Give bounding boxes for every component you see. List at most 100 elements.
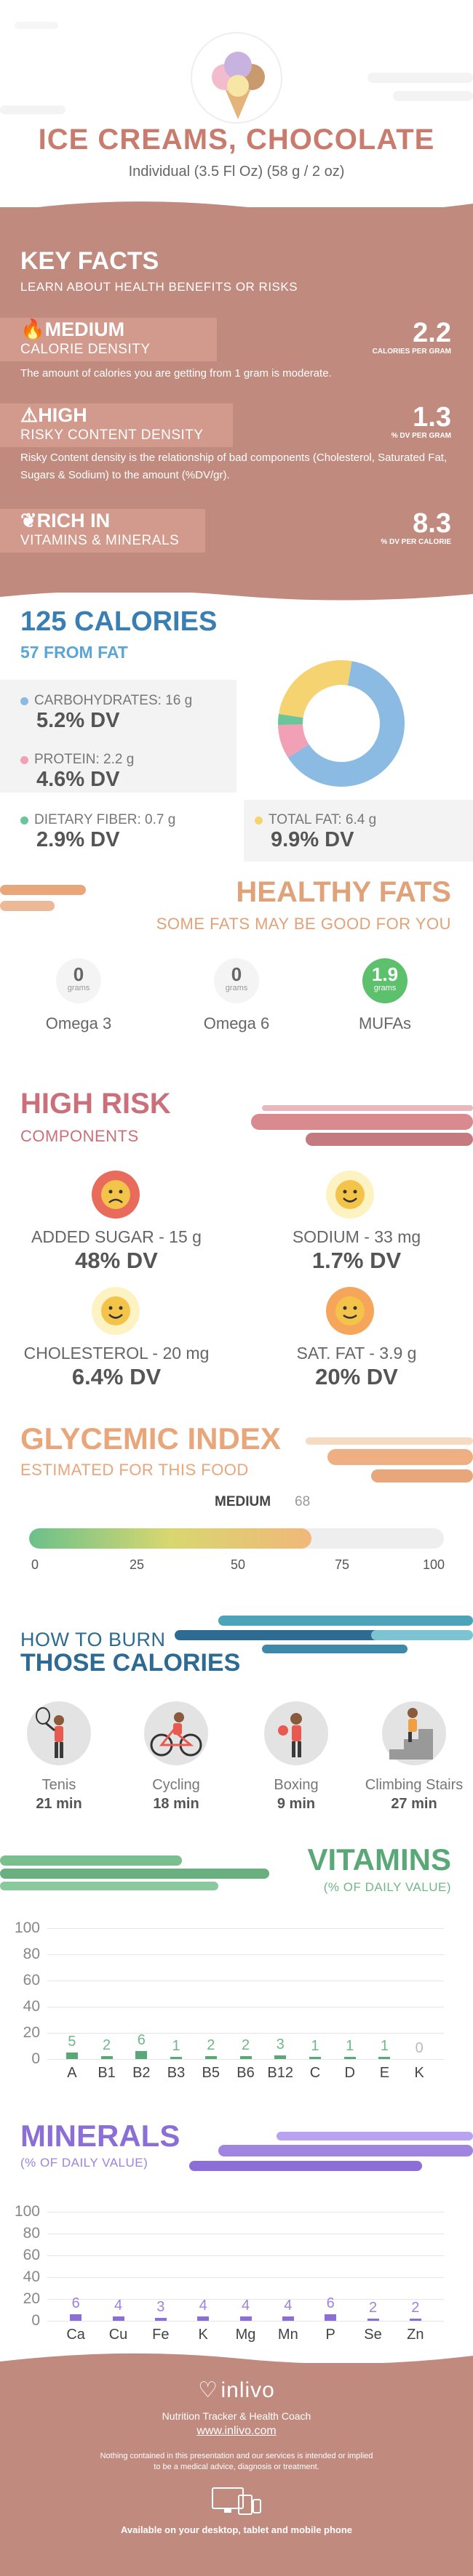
neutral-face-icon bbox=[326, 1287, 374, 1335]
added-sugar-label: ADDED SUGAR - 15 g bbox=[31, 1227, 202, 1246]
bar-value-label: 4 bbox=[284, 2298, 293, 2314]
bar-D bbox=[343, 2057, 356, 2059]
calorie-density-unit: CALORIES PER GRAM bbox=[372, 348, 451, 356]
x-tick-label: Fe bbox=[152, 2327, 170, 2343]
bar-value-label: 1 bbox=[380, 2038, 389, 2054]
bar-value-label: 6 bbox=[71, 2295, 80, 2311]
vitamins-decoration bbox=[0, 1855, 269, 1890]
brand-name: inlivo bbox=[220, 2378, 275, 2402]
footer-tagline: Nutrition Tracker & Health Coach bbox=[162, 2410, 311, 2422]
bar-value-label: 0 bbox=[415, 2040, 424, 2056]
vitamins-title: VITAMINS bbox=[307, 1842, 451, 1877]
omega3-circle: 0 grams bbox=[56, 958, 101, 1003]
stairs-label: Climbing Stairs bbox=[365, 1777, 464, 1793]
macronutrient-donut-chart bbox=[278, 660, 405, 787]
footer: ♡ inlivo Nutrition Tracker & Health Coac… bbox=[0, 2363, 473, 2576]
bar-value-label: 2 bbox=[103, 2037, 111, 2054]
bar-Ca bbox=[70, 2314, 82, 2321]
grid-line bbox=[47, 1928, 444, 1929]
x-tick-label: Mn bbox=[277, 2327, 298, 2343]
omega3-label: Omega 3 bbox=[45, 1014, 112, 1032]
y-tick-label: 20 bbox=[23, 2290, 40, 2307]
donut-slice-fiber bbox=[278, 714, 303, 726]
fact-vitamins-minerals: ❦RICH IN VITAMINS & MINERALS bbox=[0, 509, 205, 553]
leaf-icon: ❦ bbox=[20, 510, 37, 531]
nutrient-carbohydrates: CARBOHYDRATES: 16 g 5.2% DV bbox=[20, 693, 192, 733]
bar-B3 bbox=[170, 2057, 183, 2059]
bar-Fe bbox=[154, 2317, 167, 2321]
y-tick-label: 60 bbox=[23, 1972, 40, 1989]
x-tick-label: Zn bbox=[407, 2327, 424, 2343]
y-tick-label: 20 bbox=[23, 2024, 40, 2041]
grid-line bbox=[47, 2255, 444, 2256]
minerals-chart: 100 80 60 40 20 0 6 Ca 4 Cu 3 Fe 4 K 4 Mg 4 Mn 6 P 2 Se 2 Zn bbox=[0, 2192, 473, 2343]
boxing-minutes: 9 min bbox=[277, 1796, 316, 1812]
nutrient-background bbox=[0, 680, 236, 793]
burn-title-line1: HOW TO BURN bbox=[20, 1629, 166, 1650]
warning-icon: ⚠ bbox=[20, 404, 39, 426]
boxing-label: Boxing bbox=[274, 1777, 319, 1793]
footer-url[interactable]: www.inlivo.com bbox=[196, 2425, 277, 2437]
gi-tick: 100 bbox=[422, 1557, 445, 1572]
nutrient-fiber: DIETARY FIBER: 0.7 g 2.9% DV bbox=[20, 812, 175, 852]
gi-tick: 25 bbox=[129, 1557, 145, 1572]
y-tick-label: 100 bbox=[14, 1919, 40, 1936]
glycemic-bar-fill bbox=[29, 1528, 311, 1549]
risky-content-description: Risky Content density is the relationshi… bbox=[20, 452, 448, 481]
x-tick-label: E bbox=[379, 2065, 390, 2081]
sodium-label: SODIUM - 33 mg bbox=[292, 1227, 421, 1246]
high-risk-subtitle: COMPONENTS bbox=[20, 1127, 139, 1145]
grid-line bbox=[47, 2321, 444, 2322]
minerals-subtitle: (% OF DAILY VALUE) bbox=[20, 2156, 148, 2170]
serving-size: Individual (3.5 Fl Oz) (58 g / 2 oz) bbox=[128, 164, 345, 180]
y-tick-label: 80 bbox=[23, 2225, 40, 2242]
gi-tick: 0 bbox=[31, 1557, 39, 1572]
y-tick-label: 40 bbox=[23, 1998, 40, 2015]
cycling-icon bbox=[144, 1701, 208, 1765]
bar-Zn bbox=[409, 2319, 421, 2321]
bar-value-label: 1 bbox=[172, 2038, 180, 2054]
vitamins-minerals-unit: % DV PER CALORIE bbox=[381, 538, 451, 546]
added-sugar-dv: 48% DV bbox=[75, 1248, 158, 1273]
glycemic-bar bbox=[29, 1528, 444, 1549]
gi-tick: 75 bbox=[334, 1557, 350, 1572]
bar-value-label: 6 bbox=[326, 2295, 335, 2311]
bar-value-label: 4 bbox=[241, 2298, 250, 2314]
boxing-icon bbox=[264, 1701, 328, 1765]
grid-line bbox=[47, 2277, 444, 2278]
bar-value-label: 5 bbox=[68, 2034, 76, 2050]
tennis-label: Tenis bbox=[41, 1777, 76, 1793]
mufas-label: MUFAs bbox=[358, 1014, 412, 1032]
bar-B2 bbox=[135, 2051, 148, 2059]
vitamins-minerals-value: 8.3 bbox=[413, 508, 451, 539]
happy-face-icon bbox=[326, 1171, 374, 1219]
stairs-minutes: 27 min bbox=[391, 1796, 437, 1812]
heart-logo-icon: ♡ bbox=[198, 2378, 218, 2402]
healthy-fats-subtitle: SOME FATS MAY BE GOOD FOR YOU bbox=[156, 915, 451, 933]
risky-content-value: 1.3 bbox=[413, 402, 451, 433]
y-tick-label: 80 bbox=[23, 1946, 40, 1962]
nutrient-total-fat: TOTAL FAT: 6.4 g 9.9% DV bbox=[255, 812, 376, 852]
x-tick-label: K bbox=[414, 2065, 424, 2081]
bar-E bbox=[378, 2057, 391, 2059]
bar-Mg bbox=[239, 2316, 252, 2321]
devices-text: Available on your desktop, tablet and mo… bbox=[120, 2524, 353, 2535]
bar-Mn bbox=[282, 2316, 294, 2321]
wave-divider-bottom bbox=[0, 585, 473, 601]
x-tick-label: C bbox=[309, 2065, 321, 2081]
bar-P bbox=[325, 2314, 337, 2321]
donut-slice-protein bbox=[278, 723, 309, 758]
burn-decoration bbox=[175, 1616, 473, 1653]
bar-C bbox=[309, 2057, 321, 2059]
bar-value-label: 1 bbox=[346, 2038, 354, 2054]
y-tick-label: 0 bbox=[31, 2050, 40, 2067]
minerals-title: MINERALS bbox=[20, 2119, 180, 2153]
gi-tick: 50 bbox=[230, 1557, 246, 1572]
bar-B6 bbox=[239, 2056, 252, 2059]
sad-face-icon bbox=[92, 1171, 140, 1219]
glycemic-subtitle: ESTIMATED FOR THIS FOOD bbox=[20, 1461, 249, 1479]
bar-value-label: 3 bbox=[276, 2036, 285, 2053]
bar-value-label: 4 bbox=[114, 2298, 123, 2314]
devices-icon bbox=[212, 2487, 261, 2515]
x-tick-label: Ca bbox=[66, 2327, 85, 2343]
